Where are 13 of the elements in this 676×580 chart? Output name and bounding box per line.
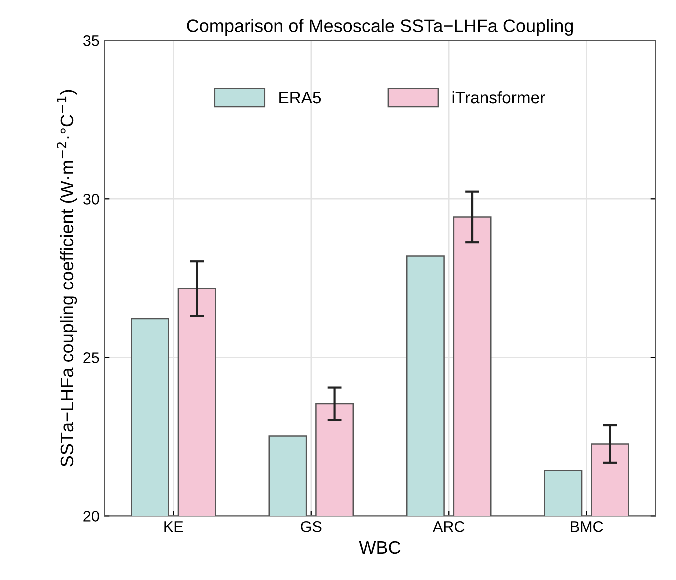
y-axis-title: SSTa−LHFa coupling coefficient (W·m$^{−2}$·°C$^{−1}$) <box>57 90 78 467</box>
chart-title: Comparison of Mesoscale SSTa−LHFa Coupling <box>187 19 574 36</box>
y-tick-label: 25 <box>84 352 100 364</box>
legend-label: ERA5 <box>280 92 322 104</box>
legend-label: iTransformer <box>452 91 546 104</box>
y-tick-label: 20 <box>84 511 100 522</box>
x-tick-label: BMC <box>571 521 604 532</box>
x-tick-label: ARC <box>433 521 465 532</box>
x-tick-label: KE <box>164 522 184 532</box>
x-tick-label: GS <box>301 521 322 532</box>
y-tick-label: 30 <box>84 194 100 205</box>
y-tick-label: 35 <box>84 35 100 46</box>
x-axis-title: WBC <box>359 541 401 554</box>
